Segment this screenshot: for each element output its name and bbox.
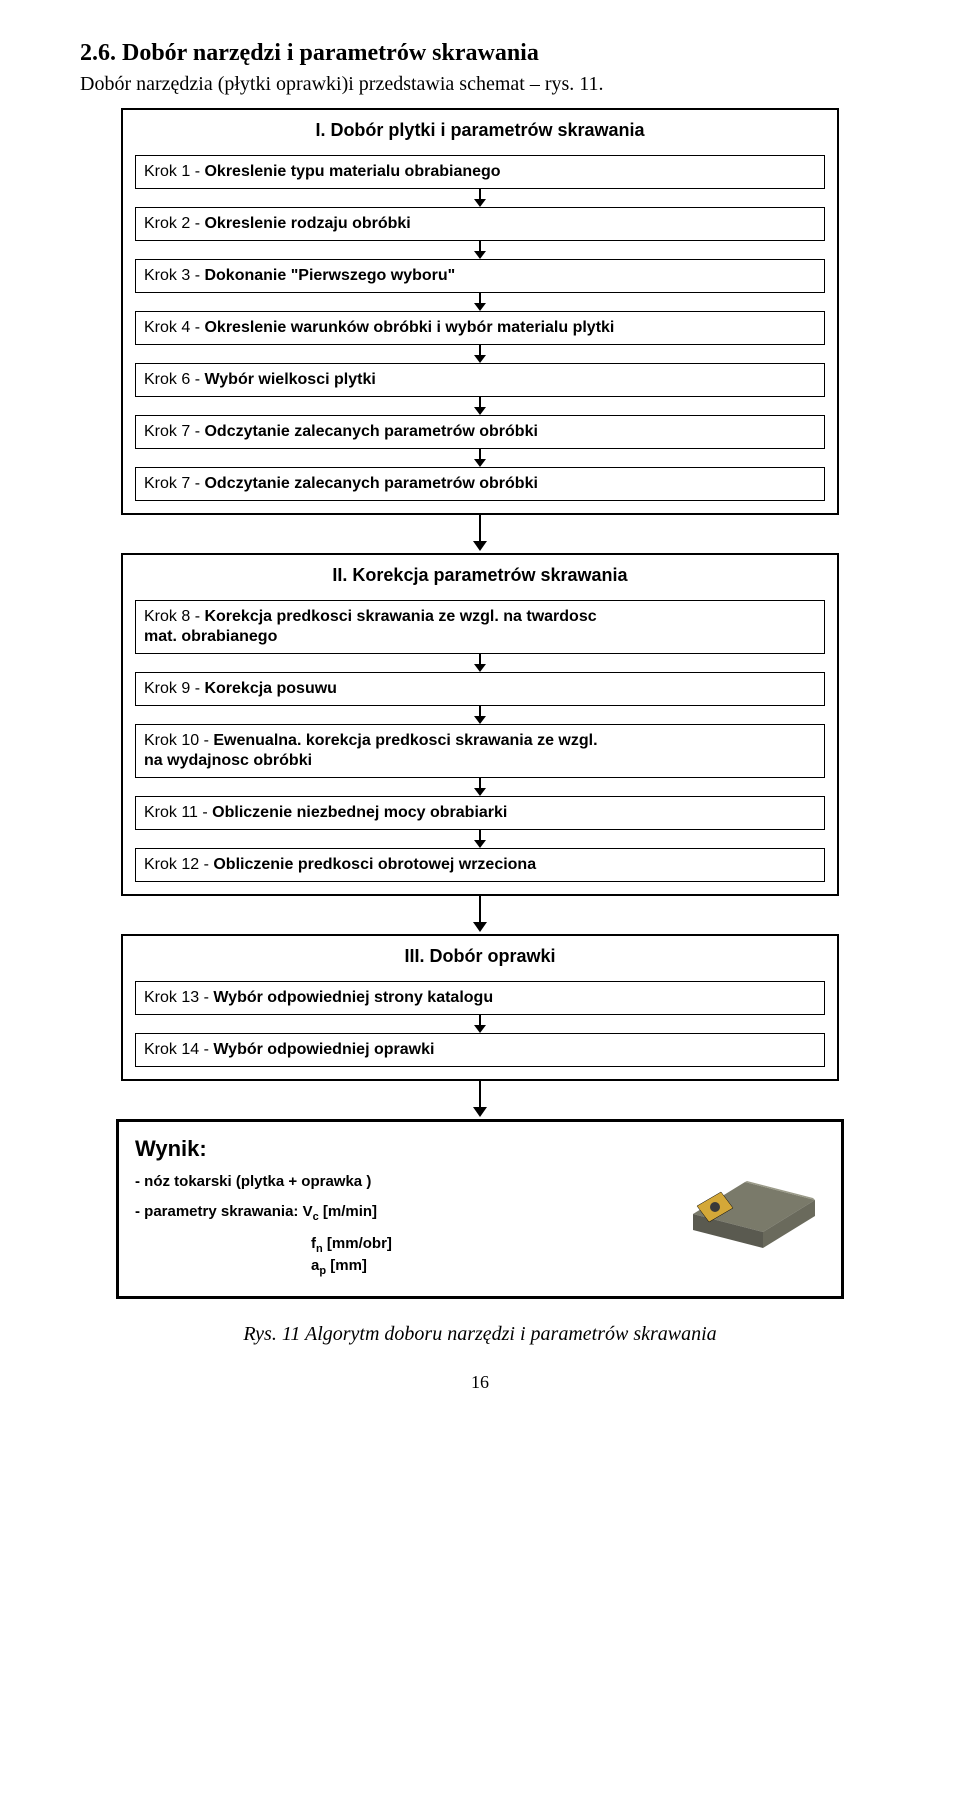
step-prefix: Krok 4 - — [144, 319, 204, 336]
flowchart-group-1: I. Dobór plytki i parametrów skrawania K… — [121, 108, 839, 515]
document-page: 2.6. Dobór narzędzi i parametrów skrawan… — [0, 0, 960, 1423]
arrow-down-icon — [135, 1015, 825, 1033]
step-prefix: Krok 1 - — [144, 163, 204, 180]
result-box: Wynik: - nóz tokarski (plytka + oprawka … — [116, 1119, 844, 1299]
step-prefix: Krok 10 - — [144, 732, 213, 749]
step-prefix: Krok 2 - — [144, 215, 204, 232]
group-1-title: I. Dobór plytki i parametrów skrawania — [135, 120, 825, 141]
flowchart-step: Krok 10 - Ewenualna. korekcja predkosci … — [135, 724, 825, 778]
flowchart-step: Krok 14 - Wybór odpowiedniej oprawki — [135, 1033, 825, 1067]
group-3-title: III. Dobór oprawki — [135, 946, 825, 967]
step-prefix: Krok 3 - — [144, 267, 204, 284]
step-prefix: Krok 6 - — [144, 371, 204, 388]
arrow-down-icon — [135, 293, 825, 311]
arrow-down-icon — [135, 241, 825, 259]
result-line-1: - nóz tokarski (plytka + oprawka ) — [135, 1172, 659, 1192]
flowchart-step: Krok 11 - Obliczenie niezbednej mocy obr… — [135, 796, 825, 830]
result-text: Wynik: - nóz tokarski (plytka + oprawka … — [135, 1136, 659, 1278]
arrow-down-icon — [135, 449, 825, 467]
arrow-down-icon — [135, 654, 825, 672]
arrow-down-icon — [135, 397, 825, 415]
flowchart-step: Krok 1 - Okreslenie typu materialu obrab… — [135, 155, 825, 189]
step-text: Odczytanie zalecanych parametrów obróbki — [204, 423, 537, 440]
arrow-down-icon — [135, 830, 825, 848]
step-text: Korekcja predkosci skrawania ze wzgl. na… — [144, 608, 597, 645]
step-text: Korekcja posuwu — [204, 680, 336, 697]
step-prefix: Krok 13 - — [144, 989, 213, 1006]
result-line-2-prefix: - parametry skrawania: — [135, 1203, 303, 1220]
lathe-tool-icon — [675, 1136, 825, 1256]
arrow-down-icon — [135, 189, 825, 207]
intro-text: Dobór narzędzia (płytki oprawki)i przeds… — [80, 73, 880, 96]
group-2-title: II. Korekcja parametrów skrawania — [135, 565, 825, 586]
step-text: Okreslenie rodzaju obróbki — [204, 215, 410, 232]
step-text: Ewenualna. korekcja predkosci skrawania … — [144, 732, 598, 769]
flowchart-step: Krok 2 - Okreslenie rodzaju obróbki — [135, 207, 825, 241]
section-title: 2.6. Dobór narzędzi i parametrów skrawan… — [80, 40, 880, 67]
arrow-connector-icon — [80, 1081, 880, 1119]
step-prefix: Krok 7 - — [144, 475, 204, 492]
step-prefix: Krok 12 - — [144, 856, 213, 873]
figure-caption: Rys. 11 Algorytm doboru narzędzi i param… — [80, 1323, 880, 1346]
step-prefix: Krok 7 - — [144, 423, 204, 440]
step-text: Odczytanie zalecanych parametrów obróbki — [204, 475, 537, 492]
arrow-connector-icon — [80, 896, 880, 934]
step-text: Obliczenie niezbednej mocy obrabiarki — [212, 804, 507, 821]
result-title: Wynik: — [135, 1136, 659, 1162]
step-prefix: Krok 9 - — [144, 680, 204, 697]
arrow-down-icon — [135, 778, 825, 796]
step-text: Dokonanie "Pierwszego wyboru" — [204, 267, 455, 284]
step-prefix: Krok 11 - — [144, 804, 212, 821]
step-text: Wybór wielkosci plytki — [204, 371, 375, 388]
flowchart-step: Krok 4 - Okreslenie warunków obróbki i w… — [135, 311, 825, 345]
flowchart-group-3: III. Dobór oprawki Krok 13 - Wybór odpow… — [121, 934, 839, 1081]
step-text: Okreslenie typu materialu obrabianego — [204, 163, 500, 180]
step-text: Okreslenie warunków obróbki i wybór mate… — [204, 319, 614, 336]
step-text: Wybór odpowiedniej strony katalogu — [213, 989, 493, 1006]
step-text: Wybór odpowiedniej oprawki — [213, 1041, 434, 1058]
flowchart-step: Krok 6 - Wybór wielkosci plytki — [135, 363, 825, 397]
flowchart-step: Krok 7 - Odczytanie zalecanych parametró… — [135, 415, 825, 449]
flowchart-step: Krok 13 - Wybór odpowiedniej strony kata… — [135, 981, 825, 1015]
param-vc: Vc [m/min] — [303, 1203, 377, 1220]
param-fn: fn [mm/obr] — [311, 1234, 392, 1256]
step-text: Obliczenie predkosci obrotowej wrzeciona — [213, 856, 536, 873]
arrow-down-icon — [135, 345, 825, 363]
arrow-down-icon — [135, 706, 825, 724]
flowchart-step: Krok 9 - Korekcja posuwu — [135, 672, 825, 706]
param-ap: ap [mm] — [311, 1256, 367, 1278]
result-line-2: - parametry skrawania: Vc [m/min] — [135, 1202, 659, 1224]
step-prefix: Krok 14 - — [144, 1041, 213, 1058]
flowchart-step: Krok 12 - Obliczenie predkosci obrotowej… — [135, 848, 825, 882]
page-number: 16 — [80, 1372, 880, 1393]
flowchart-step: Krok 3 - Dokonanie "Pierwszego wyboru" — [135, 259, 825, 293]
flowchart-group-2: II. Korekcja parametrów skrawania Krok 8… — [121, 553, 839, 896]
step-prefix: Krok 8 - — [144, 608, 204, 625]
flowchart-step: Krok 8 - Korekcja predkosci skrawania ze… — [135, 600, 825, 654]
arrow-connector-icon — [80, 515, 880, 553]
flowchart-step: Krok 7 - Odczytanie zalecanych parametró… — [135, 467, 825, 501]
